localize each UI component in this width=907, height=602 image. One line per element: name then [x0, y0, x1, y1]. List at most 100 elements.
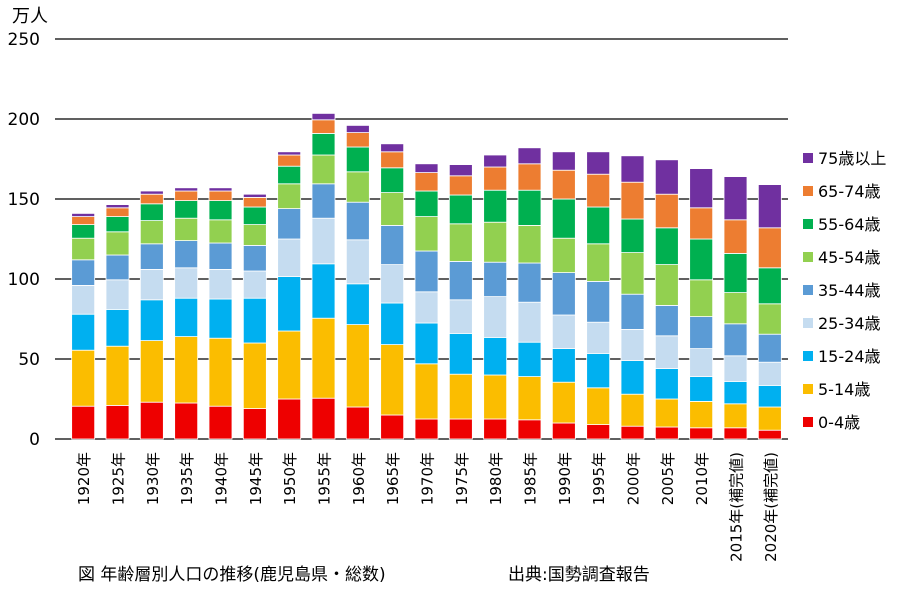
bar-segment-1955年-35-44歳 [311, 183, 336, 219]
legend-label-5-14歳: 5-14歳 [818, 380, 870, 399]
bar-segment-2000年-5-14歳 [620, 393, 645, 427]
bar-segment-1960年-25-34歳 [345, 239, 370, 285]
bar-segment-1930年-0-4歳 [139, 401, 164, 440]
bar-segment-2020年(補完値)-25-34歳 [757, 361, 782, 386]
bar-segment-1920年-15-24歳 [71, 313, 96, 351]
bar-segment-2020年(補完値)-35-44歳 [757, 333, 782, 363]
bar-segment-2015年(補完値)-75歳以上 [723, 176, 748, 221]
x-tick-label: 1990年 [556, 452, 574, 505]
x-tick-label: 1950年 [281, 452, 299, 505]
legend-label-75歳以上: 75歳以上 [818, 149, 886, 168]
bar-segment-2015年(補完値)-0-4歳 [723, 427, 748, 440]
legend-swatch-0-4歳 [803, 417, 813, 427]
legend-swatch-25-34歳 [803, 318, 813, 328]
bar-segment-1990年-35-44歳 [551, 272, 576, 316]
bar-segment-1975年-75歳以上 [448, 164, 473, 177]
bar-segment-1925年-5-14歳 [105, 345, 130, 406]
bar-segment-1955年-0-4歳 [311, 397, 336, 440]
legend-label-15-24歳: 15-24歳 [818, 347, 881, 366]
bar-segment-1920年-45-54歳 [71, 237, 96, 261]
bar-segment-1935年-45-54歳 [174, 217, 199, 241]
bar-segment-1925年-45-54歳 [105, 231, 130, 256]
bar-segment-2020年(補完値)-45-54歳 [757, 303, 782, 335]
legend-swatch-65-74歳 [803, 186, 813, 196]
x-tick-label: 1930年 [144, 452, 162, 505]
bar-segment-1940年-55-64歳 [208, 200, 233, 221]
legend-swatch-5-14歳 [803, 384, 813, 394]
legend-swatch-75歳以上 [803, 153, 813, 163]
bar-segment-1980年-55-64歳 [483, 189, 508, 223]
bar-segment-2000年-65-74歳 [620, 181, 645, 220]
y-tick-label: 0 [29, 430, 40, 450]
bar-segment-1955年-5-14歳 [311, 317, 336, 399]
bar-segment-1940年-75歳以上 [208, 187, 233, 192]
x-tick-label: 2005年 [659, 452, 677, 505]
bar-segment-1990年-5-14歳 [551, 381, 576, 424]
bar-segment-2005年-35-44歳 [654, 304, 679, 337]
bar-segment-1970年-55-64歳 [414, 190, 439, 218]
y-tick-label: 250 [8, 30, 40, 50]
bar-segment-1980年-65-74歳 [483, 166, 508, 191]
legend-label-65-74歳: 65-74歳 [818, 182, 881, 201]
x-tick-label: 2010年 [693, 452, 711, 505]
bar-segment-2000年-25-34歳 [620, 328, 645, 361]
bar-segment-1965年-35-44歳 [380, 224, 405, 265]
bar-segment-1975年-55-64歳 [448, 194, 473, 225]
bar-segment-1965年-0-4歳 [380, 414, 405, 440]
bar-segment-1925年-15-24歳 [105, 308, 130, 347]
bar-segment-1950年-25-34歳 [277, 238, 302, 277]
bar-segment-2015年(補完値)-25-34歳 [723, 355, 748, 382]
chart-caption: 図 年齢層別人口の推移(鹿児島県・総数) [78, 565, 386, 585]
x-tick-label: 1985年 [522, 452, 540, 505]
bar-segment-1980年-45-54歳 [483, 221, 508, 263]
bar-segment-1965年-45-54歳 [380, 192, 405, 226]
bar-segment-1985年-15-24歳 [517, 341, 542, 378]
bar-segment-1990年-45-54歳 [551, 237, 576, 273]
legend-label-0-4歳: 0-4歳 [818, 413, 860, 432]
bar-segment-1925年-35-44歳 [105, 254, 130, 281]
bar-segment-2000年-45-54歳 [620, 252, 645, 295]
bar-segment-1920年-5-14歳 [71, 349, 96, 407]
bar-segment-1960年-0-4歳 [345, 406, 370, 440]
bar-segment-1950年-5-14歳 [277, 330, 302, 400]
bar-segment-2015年(補完値)-15-24歳 [723, 380, 748, 405]
legend-swatch-35-44歳 [803, 285, 813, 295]
bar-segment-1975年-45-54歳 [448, 223, 473, 262]
bar-segment-2020年(補完値)-55-64歳 [757, 267, 782, 305]
x-tick-label: 1925年 [110, 452, 128, 505]
bar-segment-2005年-55-64歳 [654, 227, 679, 266]
bar-segment-1990年-15-24歳 [551, 348, 576, 383]
bar-segment-1960年-45-54歳 [345, 171, 370, 203]
bar-segment-1985年-65-74歳 [517, 163, 542, 191]
bar-segment-1930年-35-44歳 [139, 243, 164, 270]
bar-segment-1935年-5-14歳 [174, 336, 199, 404]
x-tick-label: 1920年 [75, 452, 93, 505]
bar-segment-2020年(補完値)-0-4歳 [757, 429, 782, 440]
bar-segment-1975年-5-14歳 [448, 373, 473, 420]
bar-segment-1980年-75歳以上 [483, 154, 508, 168]
bars [71, 113, 782, 440]
bar-segment-2015年(補完値)-55-64歳 [723, 252, 748, 293]
bar-segment-1975年-35-44歳 [448, 260, 473, 301]
bar-segment-2005年-5-14歳 [654, 398, 679, 428]
bar-segment-1960年-75歳以上 [345, 125, 370, 134]
bar-segment-1995年-5-14歳 [586, 387, 611, 425]
bar-segment-1970年-0-4歳 [414, 418, 439, 440]
bar-segment-1990年-55-64歳 [551, 198, 576, 239]
bar-segment-1945年-5-14歳 [242, 342, 267, 409]
bar-segment-1980年-0-4歳 [483, 418, 508, 440]
bar-segment-1975年-25-34歳 [448, 299, 473, 334]
bar-segment-1935年-55-64歳 [174, 200, 199, 219]
x-tick-label: 1980年 [487, 452, 505, 505]
bar-segment-1945年-45-54歳 [242, 224, 267, 246]
bar-segment-2015年(補完値)-5-14歳 [723, 403, 748, 429]
bar-segment-1995年-55-64歳 [586, 206, 611, 245]
bar-segment-1945年-35-44歳 [242, 244, 267, 272]
legend-label-55-64歳: 55-64歳 [818, 215, 881, 234]
bar-segment-2015年(補完値)-45-54歳 [723, 292, 748, 325]
bar-segment-1945年-65-74歳 [242, 196, 267, 208]
bar-segment-1995年-45-54歳 [586, 243, 611, 282]
bar-segment-1945年-75歳以上 [242, 193, 267, 198]
y-tick-label: 150 [8, 190, 40, 210]
